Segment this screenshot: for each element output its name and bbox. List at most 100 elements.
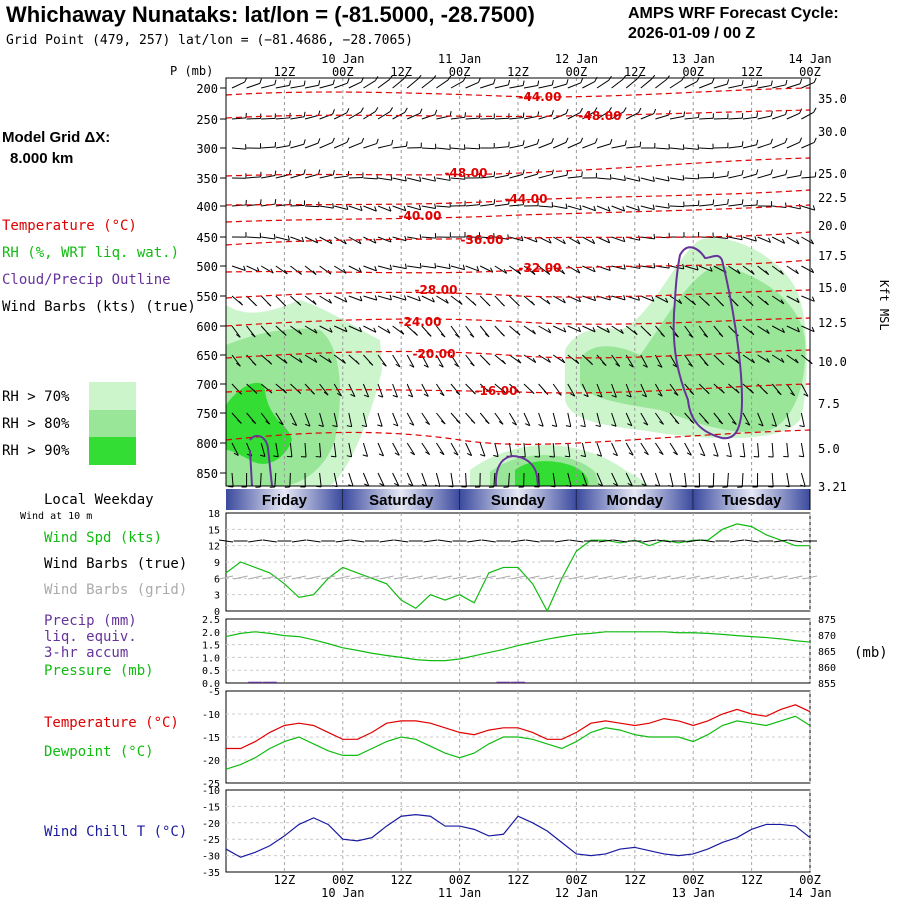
wind-barb <box>465 442 473 456</box>
wind-barb-flag <box>361 424 367 428</box>
wind-barb <box>742 144 757 149</box>
hour-label-bottom: 12Z <box>507 873 529 887</box>
wind-barb-true <box>394 539 409 543</box>
wind-barb <box>581 383 589 397</box>
contour-48a <box>225 109 811 119</box>
wind-barb <box>801 265 814 274</box>
y-tick-label: -15 <box>202 802 220 813</box>
wind-barb <box>669 472 674 487</box>
wind-barb-flag <box>287 235 290 241</box>
wind-barb <box>552 141 567 149</box>
wind-barb <box>596 177 611 180</box>
wind-barb-flag <box>624 175 626 181</box>
wind-barb <box>435 354 444 368</box>
weekday-label-saturday: Saturday <box>369 492 434 509</box>
wind-barb <box>611 79 624 89</box>
wind-barb <box>275 442 279 457</box>
wind-barb-flag <box>607 206 611 212</box>
wind-barb-flag <box>355 360 360 365</box>
wind-barb <box>552 325 567 333</box>
wind-barb-flag <box>449 111 452 117</box>
kft-tick-20.0: 20.0 <box>818 219 847 233</box>
wind-barb <box>333 354 346 364</box>
wind-barb-flag <box>418 296 421 302</box>
wind-barb-flag <box>270 268 274 274</box>
wind-barb-flag <box>643 422 649 426</box>
wind-barb <box>552 236 566 245</box>
wind-barb <box>786 265 799 275</box>
wind-barb <box>333 442 337 457</box>
wind-barb-flag <box>274 199 277 205</box>
wind-barb <box>727 442 732 457</box>
legend-rh90: RH > 90% <box>2 443 70 459</box>
date-label-bottom: 13 Jan <box>672 886 715 900</box>
wind-barb-flag <box>498 420 504 425</box>
temperature-contours <box>225 87 811 445</box>
wind-barb-flag <box>611 424 617 427</box>
wind-barb-flag <box>798 203 801 210</box>
wind-barb <box>552 295 566 304</box>
wind-barb <box>728 84 743 89</box>
wind-barb-flag <box>332 203 334 209</box>
wind-barb-flag <box>562 239 566 245</box>
wind-barb <box>684 472 687 487</box>
wind-barb-flag <box>393 423 399 427</box>
pressure-unit: (mb) <box>854 645 888 661</box>
wind-barb <box>772 84 786 89</box>
rh80-swatch <box>89 410 136 437</box>
wind-barb <box>669 383 679 396</box>
wind-barb <box>392 442 400 456</box>
wind-barb <box>231 265 246 271</box>
wind-barb <box>771 325 785 334</box>
wind-barb <box>304 325 318 334</box>
wind-barb <box>771 442 774 458</box>
wind-barb-grid <box>481 575 496 580</box>
wind-barb <box>377 177 392 181</box>
wind-barb-grid <box>277 575 292 580</box>
wind-barb <box>801 295 815 302</box>
wind-barb <box>596 79 609 89</box>
wind-barb-flag <box>749 301 754 306</box>
wind-barb <box>275 84 290 89</box>
temperature-panel: Temperature (°C) Dewpoint (°C) -5 -10 -15 -… <box>44 687 811 790</box>
wind-barb <box>246 82 260 89</box>
wind-barb <box>450 147 465 150</box>
wind-barb-grid <box>394 575 409 580</box>
wind-barb-flag <box>377 394 383 398</box>
wind-barb-flag <box>770 138 773 144</box>
wind-barb <box>596 383 603 398</box>
wind-barb-flag <box>653 262 656 269</box>
kft-axis: 35.0 30.0 25.0 22.5 20.0 17.5 15.0 12.5 10.0 7.5 5… <box>818 92 847 494</box>
wind-barb-flag <box>359 296 363 302</box>
wind-barb <box>304 142 319 149</box>
wind-barb-flag <box>799 425 805 428</box>
wind-barb <box>509 144 524 149</box>
wind-barb <box>377 265 392 271</box>
wind-barb <box>480 83 494 89</box>
wind-barb-flag <box>718 420 723 425</box>
wind-barb-flag <box>781 327 785 333</box>
wind-barb-flag <box>503 268 508 274</box>
y-tick-label: -25 <box>202 835 220 846</box>
wind-barb <box>742 442 746 457</box>
wind-barb <box>290 354 303 364</box>
wind-barb <box>436 177 451 181</box>
wind-barb <box>377 205 392 212</box>
wind-barb <box>713 175 728 179</box>
wind-barb-true <box>656 539 672 543</box>
wind-barb-flag <box>739 455 745 458</box>
wind-barb-flag <box>770 169 773 175</box>
wind-barb-flag <box>501 388 506 394</box>
wind-barb-flag <box>565 137 569 143</box>
wind-barb <box>523 412 531 426</box>
wind-barb <box>567 325 581 333</box>
wind-barb <box>727 412 737 425</box>
wind-barb-flag <box>758 423 764 427</box>
wind-barb <box>523 265 536 275</box>
wind-barb-flag <box>251 419 257 424</box>
wind-barb <box>669 115 684 120</box>
wind-barb-flag <box>378 453 384 457</box>
wind-barb <box>640 412 649 426</box>
wind-barb-flag <box>534 237 538 243</box>
wind-barb <box>684 265 699 271</box>
